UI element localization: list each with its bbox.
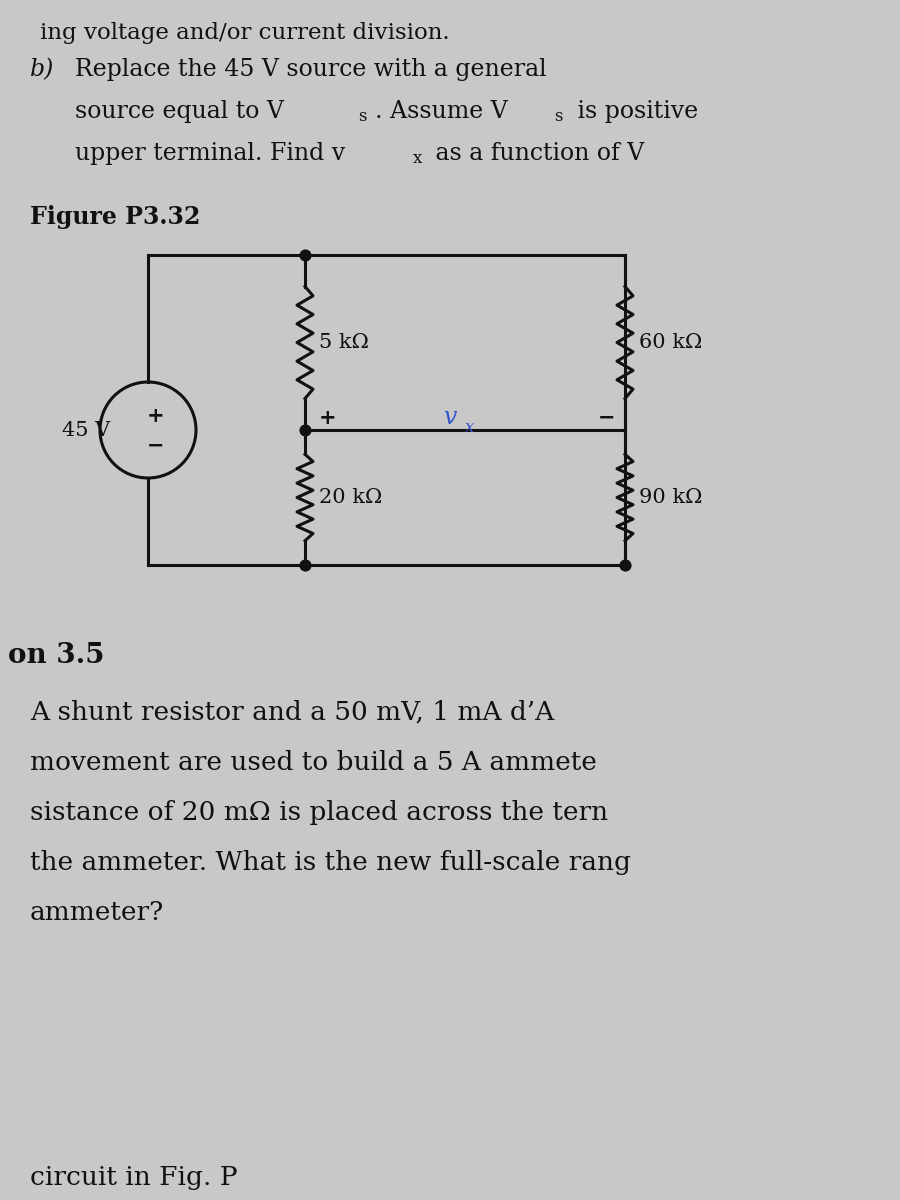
Text: v: v [444, 407, 456, 430]
Text: as a function of V: as a function of V [428, 142, 644, 164]
Text: . Assume V: . Assume V [375, 100, 508, 122]
Text: 20 kΩ: 20 kΩ [319, 488, 382, 506]
Text: on 3.5: on 3.5 [8, 642, 104, 670]
Text: A shunt resistor and a 50 mV, 1 mA d’A: A shunt resistor and a 50 mV, 1 mA d’A [30, 700, 554, 725]
Point [298, 245, 312, 264]
Text: source equal to V: source equal to V [75, 100, 284, 122]
Point [298, 556, 312, 575]
Point [298, 420, 312, 439]
Text: movement are used to build a 5 A ammete: movement are used to build a 5 A ammete [30, 750, 597, 775]
Text: 45 V: 45 V [62, 420, 110, 439]
Text: +: + [319, 408, 337, 428]
Text: −: − [148, 436, 165, 456]
Text: s: s [358, 108, 366, 125]
Point [617, 556, 632, 575]
Text: s: s [554, 108, 562, 125]
Text: 90 kΩ: 90 kΩ [639, 488, 702, 506]
Text: ing voltage and/or current division.: ing voltage and/or current division. [40, 22, 450, 44]
Text: b): b) [30, 58, 54, 80]
Text: the ammeter. What is the new full-scale rang: the ammeter. What is the new full-scale … [30, 850, 631, 875]
Text: circuit in Fig. P: circuit in Fig. P [30, 1165, 238, 1190]
Text: is positive: is positive [570, 100, 698, 122]
Text: x: x [413, 150, 422, 167]
Text: Replace the 45 V source with a general: Replace the 45 V source with a general [75, 58, 546, 80]
Text: 60 kΩ: 60 kΩ [639, 332, 702, 352]
Text: ammeter?: ammeter? [30, 900, 164, 925]
Text: −: − [598, 408, 615, 428]
Text: x: x [465, 420, 474, 437]
Text: upper terminal. Find v: upper terminal. Find v [75, 142, 346, 164]
Text: sistance of 20 mΩ is placed across the tern: sistance of 20 mΩ is placed across the t… [30, 800, 608, 826]
Text: +: + [148, 406, 165, 426]
Text: 5 kΩ: 5 kΩ [319, 332, 369, 352]
Text: Figure P3.32: Figure P3.32 [30, 205, 201, 229]
